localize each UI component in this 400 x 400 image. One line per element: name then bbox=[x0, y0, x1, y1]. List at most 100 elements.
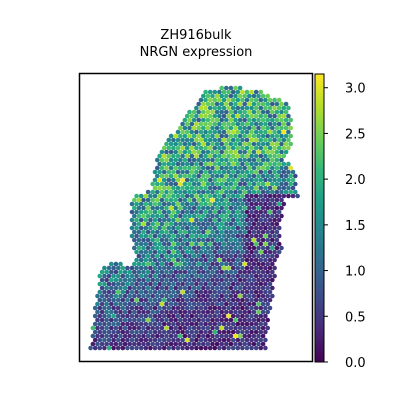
expression-spot bbox=[182, 181, 188, 187]
expression-spot bbox=[237, 333, 243, 339]
expression-spot bbox=[253, 225, 259, 231]
expression-spot bbox=[251, 181, 257, 187]
expression-spot bbox=[274, 237, 280, 243]
expression-spot bbox=[230, 265, 236, 271]
expression-spot bbox=[214, 253, 220, 259]
expression-spot bbox=[201, 189, 206, 195]
expression-spot bbox=[221, 193, 227, 199]
expression-spot bbox=[155, 213, 160, 219]
expression-spot bbox=[263, 305, 268, 311]
expression-spot bbox=[205, 341, 211, 347]
expression-spot bbox=[173, 237, 178, 243]
expression-spot bbox=[168, 157, 174, 163]
expression-spot bbox=[132, 341, 137, 347]
expression-spot bbox=[143, 329, 149, 335]
expression-spot bbox=[230, 121, 236, 127]
expression-spot bbox=[226, 241, 231, 247]
expression-spot bbox=[240, 345, 245, 351]
expression-spot bbox=[221, 217, 227, 223]
expression-spot bbox=[221, 281, 227, 287]
expression-spot bbox=[247, 213, 252, 219]
expression-spot bbox=[194, 313, 199, 319]
expression-spot bbox=[207, 89, 213, 95]
expression-spot bbox=[244, 233, 250, 239]
expression-spot bbox=[155, 157, 160, 163]
expression-spot bbox=[265, 189, 271, 195]
expression-spot bbox=[99, 309, 105, 315]
expression-spot bbox=[95, 325, 100, 331]
expression-spot bbox=[281, 169, 287, 175]
colorbar-tick-label: 3.0 bbox=[345, 82, 366, 97]
expression-spot bbox=[159, 173, 165, 179]
expression-spot bbox=[198, 225, 204, 231]
expression-spot bbox=[214, 341, 220, 347]
expression-spot bbox=[207, 329, 213, 335]
expression-spot bbox=[194, 137, 199, 143]
expression-spot bbox=[150, 221, 155, 227]
expression-spot bbox=[118, 333, 123, 339]
expression-spot bbox=[258, 217, 264, 223]
expression-spot bbox=[196, 309, 201, 315]
expression-spot bbox=[148, 313, 153, 319]
expression-spot bbox=[210, 309, 215, 315]
expression-spot bbox=[253, 265, 259, 271]
expression-spot bbox=[168, 301, 174, 307]
expression-spot bbox=[217, 257, 222, 263]
expression-spot bbox=[214, 229, 220, 235]
expression-spot bbox=[242, 253, 247, 259]
expression-spot bbox=[224, 229, 229, 235]
expression-spot bbox=[226, 249, 231, 255]
expression-spot bbox=[189, 185, 195, 191]
expression-spot bbox=[210, 93, 215, 99]
expression-spot bbox=[184, 177, 190, 183]
expression-spot bbox=[233, 333, 238, 339]
expression-spot bbox=[210, 325, 215, 331]
expression-spot bbox=[267, 233, 273, 239]
expression-spot bbox=[251, 269, 257, 275]
expression-spot bbox=[168, 197, 174, 203]
expression-spot bbox=[240, 257, 245, 263]
expression-spot bbox=[189, 305, 195, 311]
expression-spot bbox=[242, 205, 247, 211]
expression-spot bbox=[159, 293, 165, 299]
expression-spot bbox=[217, 153, 222, 159]
expression-spot bbox=[104, 341, 109, 347]
expression-spot bbox=[187, 293, 192, 299]
expression-spot bbox=[106, 321, 112, 327]
expression-spot bbox=[150, 253, 155, 259]
expression-spot bbox=[205, 133, 211, 139]
expression-spot bbox=[166, 313, 172, 319]
expression-spot bbox=[136, 229, 142, 235]
expression-spot bbox=[247, 341, 252, 347]
expression-spot bbox=[175, 313, 181, 319]
expression-spot bbox=[189, 217, 195, 223]
expression-spot bbox=[194, 265, 199, 271]
expression-spot bbox=[214, 325, 220, 331]
expression-spot bbox=[143, 257, 149, 263]
expression-spot bbox=[196, 189, 201, 195]
expression-spot bbox=[207, 169, 213, 175]
expression-spot bbox=[159, 333, 165, 339]
plot-frame bbox=[78, 72, 314, 363]
expression-spot bbox=[115, 329, 121, 335]
expression-spot bbox=[279, 157, 284, 163]
expression-spot bbox=[168, 245, 174, 251]
expression-spot bbox=[230, 337, 236, 343]
expression-spot bbox=[272, 145, 277, 151]
expression-spot bbox=[150, 309, 155, 315]
expression-spot bbox=[263, 249, 268, 255]
expression-spot bbox=[256, 93, 261, 99]
expression-spot bbox=[226, 233, 231, 239]
expression-spot bbox=[203, 201, 208, 207]
expression-spot bbox=[132, 229, 137, 235]
expression-spot bbox=[157, 321, 162, 327]
expression-spot bbox=[148, 257, 153, 263]
expression-spot bbox=[228, 237, 234, 243]
expression-spot bbox=[166, 241, 172, 247]
expression-spot bbox=[184, 289, 190, 295]
expression-spot bbox=[194, 305, 199, 311]
expression-spot bbox=[164, 261, 169, 267]
expression-spot bbox=[180, 145, 185, 151]
expression-spot bbox=[164, 229, 169, 235]
expression-spot bbox=[97, 281, 103, 287]
